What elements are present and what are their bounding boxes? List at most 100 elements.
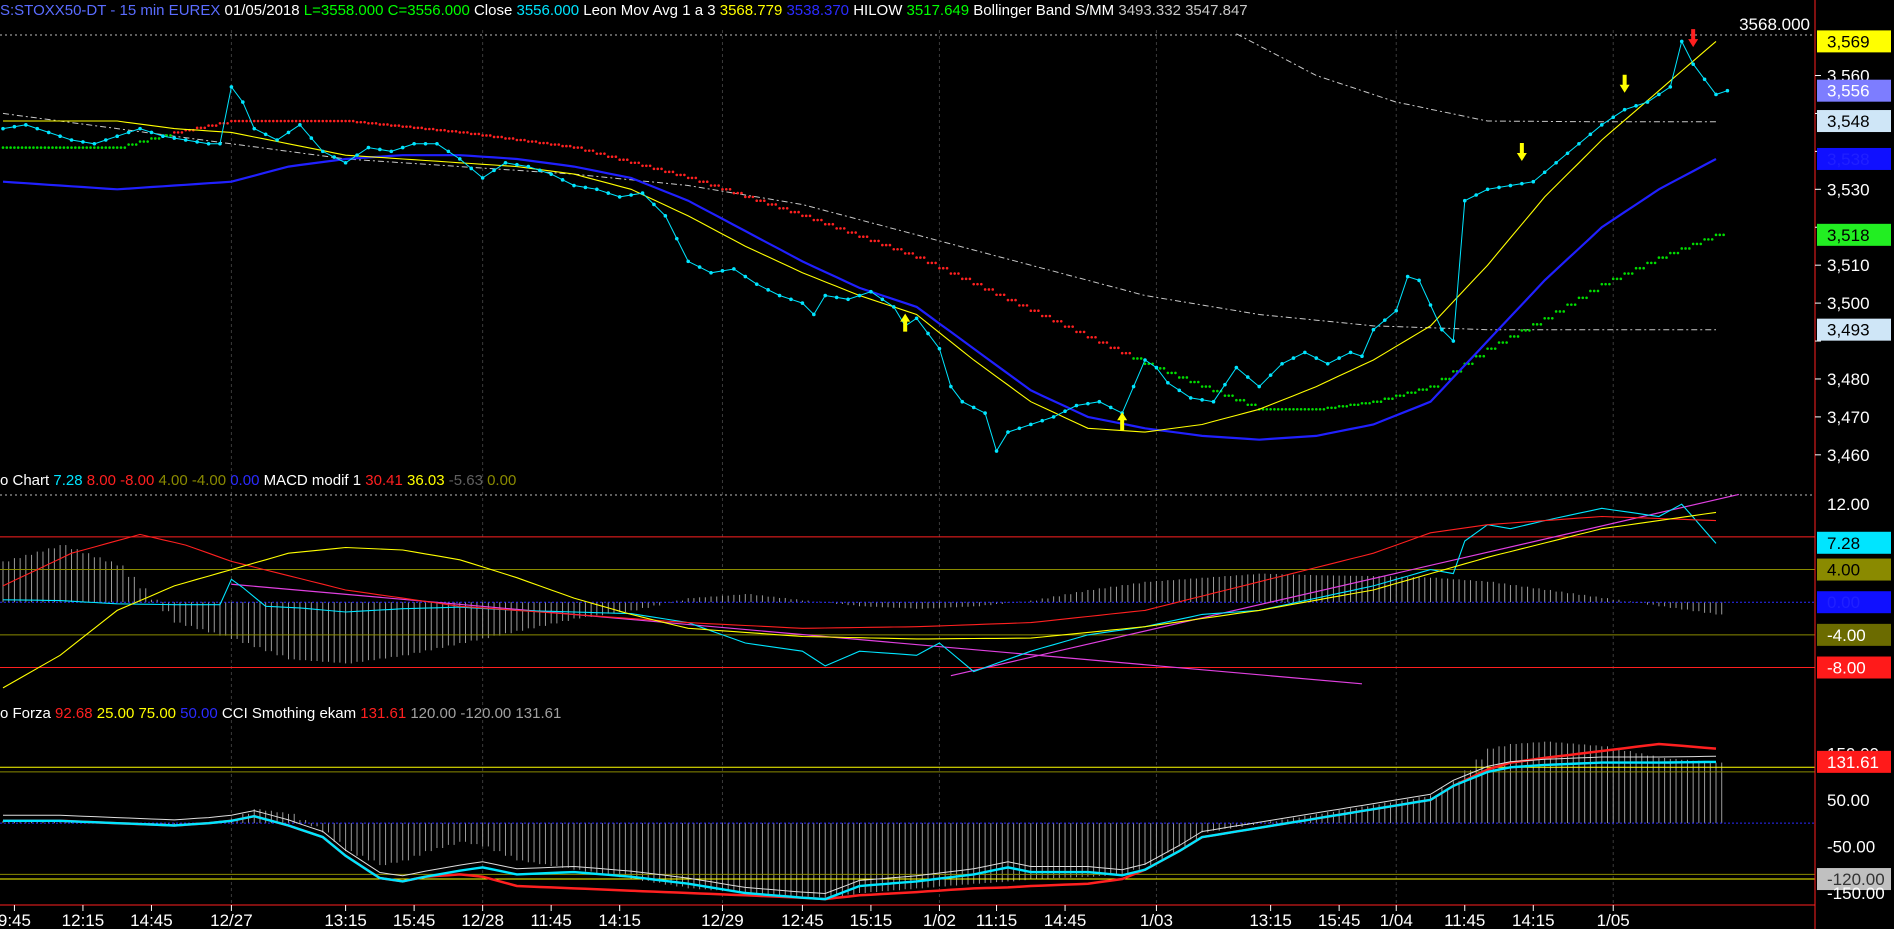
close-price-point <box>1657 92 1661 97</box>
close-price-point <box>389 149 394 154</box>
hilow-dot <box>1421 388 1425 391</box>
hilow-dot <box>1299 408 1303 411</box>
hilow-dot <box>1406 391 1409 394</box>
close-price-point <box>1303 350 1307 355</box>
close-price-point <box>378 147 382 152</box>
hilow-dot <box>652 167 656 171</box>
hilow-dot <box>1665 256 1668 259</box>
hilow-dot <box>252 119 256 123</box>
hilow-dot <box>1562 310 1566 313</box>
hilow-dot <box>629 161 633 165</box>
hilow-dot <box>1090 335 1094 339</box>
close-price-point <box>1383 318 1387 322</box>
close-price-point <box>1702 77 1707 82</box>
hilow-dot <box>24 146 28 149</box>
hilow-dot <box>382 123 385 126</box>
macd-panel[interactable] <box>0 493 1815 689</box>
hilow-dot <box>648 164 652 168</box>
hilow-dot <box>336 119 340 123</box>
price-value-label: 3,518 <box>1827 226 1870 245</box>
hilow-dot <box>599 152 602 155</box>
hilow-dot <box>1573 303 1577 306</box>
close-price-point <box>880 297 885 302</box>
close-price-point <box>857 293 862 298</box>
hilow-dot <box>1531 323 1535 326</box>
close-price-point <box>58 134 62 139</box>
price-axis[interactable]: 3,4603,4703,4803,5003,5103,5303,5603568.… <box>1739 0 1891 929</box>
close-price-point <box>983 411 987 415</box>
hilow-dot <box>1356 403 1360 407</box>
close-price-point <box>777 293 782 298</box>
hilow-dot <box>1162 367 1166 370</box>
hilow-dot <box>374 122 378 125</box>
hilow-dot <box>1132 357 1135 360</box>
hilow-dot <box>1676 251 1680 255</box>
hilow-dot <box>618 158 621 162</box>
close-price-point <box>286 130 291 135</box>
hilow-dot <box>1657 256 1661 259</box>
price-panel[interactable] <box>1 29 1730 453</box>
close-price-point <box>697 265 702 269</box>
hilow-dot <box>1269 408 1272 411</box>
hilow-dot <box>1691 242 1695 246</box>
hilow-dot <box>157 137 161 140</box>
hilow-dot <box>1608 282 1611 286</box>
hilow-dot <box>804 214 808 218</box>
close-price-point <box>343 160 348 165</box>
signal-arrow-up <box>900 313 911 332</box>
hilow-dot <box>203 126 207 130</box>
hilow-dot <box>1577 296 1581 300</box>
hilow-dot <box>1398 394 1402 397</box>
hilow-dot <box>1638 266 1642 270</box>
close-price-point <box>1325 361 1330 366</box>
hilow-dot <box>1486 347 1489 350</box>
hilow-dot <box>858 235 861 239</box>
hilow-dot <box>1627 272 1630 275</box>
hilow-dot <box>173 131 176 134</box>
close-price-point <box>115 134 119 139</box>
close-price-point <box>1223 382 1227 387</box>
time-tick-label: 14:15 <box>1512 911 1555 929</box>
hilow-dot <box>1063 325 1067 328</box>
close-price-point <box>1668 85 1673 89</box>
hilow-dot <box>759 199 762 202</box>
hilow-dot <box>1322 408 1326 411</box>
hilow-dot <box>507 137 511 140</box>
hilow-dot <box>744 195 747 199</box>
hilow-dot <box>1482 354 1486 358</box>
close-price-point <box>1154 365 1159 370</box>
hilow-dot <box>1158 367 1162 370</box>
hilow-dot <box>724 188 728 191</box>
hilow-dot <box>1558 310 1562 313</box>
hilow-dot <box>656 167 660 171</box>
hilow-dot <box>972 282 975 286</box>
time-tick-label: 11:45 <box>1444 911 1485 929</box>
hilow-dot <box>454 129 458 133</box>
price-header-item: 3517.649 <box>902 2 969 19</box>
time-tick-label: 1/04 <box>1380 911 1413 929</box>
hilow-dot <box>546 141 549 145</box>
hilow-dot <box>915 256 918 259</box>
hilow-dot <box>5 146 9 149</box>
hilow-dot <box>416 126 420 130</box>
hilow-dot <box>808 214 812 218</box>
close-price-point <box>1337 356 1341 360</box>
hilow-dot <box>900 247 903 251</box>
close-price-point <box>1234 365 1239 370</box>
close-price-point <box>1166 380 1170 385</box>
hilow-dot <box>291 119 294 123</box>
hilow-dot <box>1189 380 1192 384</box>
hilow-dot <box>306 119 309 123</box>
hilow-dot <box>1059 320 1063 323</box>
price-value-label: 3,493 <box>1827 321 1870 340</box>
cci-panel[interactable] <box>0 741 1815 901</box>
close-price-point <box>1542 170 1547 175</box>
cci-header: o Forza 92.68 25.00 75.00 50.00 CCI Smot… <box>0 705 561 722</box>
hilow-dot <box>747 195 751 199</box>
price-header-item: 3493.332 <box>1114 2 1181 19</box>
hilow-dot <box>1589 289 1592 293</box>
hilow-dot <box>1056 320 1059 323</box>
cci-value-label: 131.61 <box>1827 753 1879 772</box>
hilow-dot <box>816 218 819 222</box>
